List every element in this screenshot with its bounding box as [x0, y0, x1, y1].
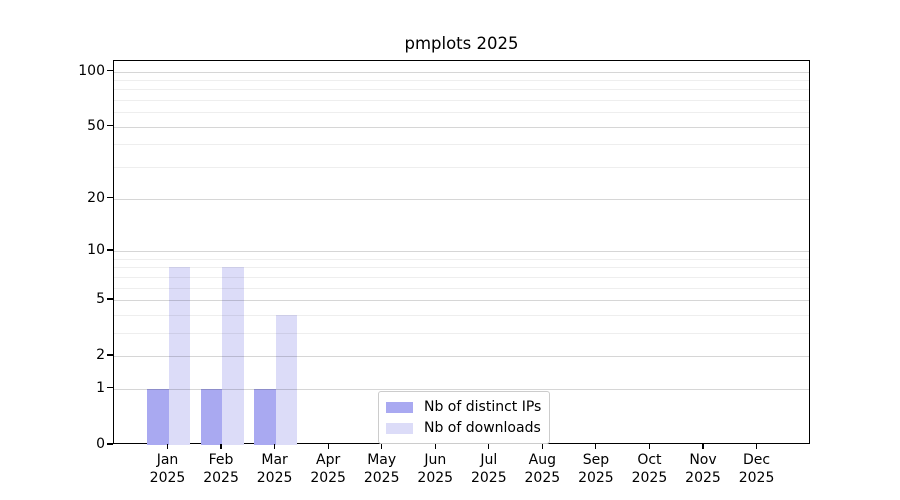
x-tick-label: Feb 2025 — [189, 451, 253, 487]
x-tick-month: Feb — [208, 452, 234, 468]
x-tick-label: Jan 2025 — [136, 451, 200, 487]
x-tick-mark — [434, 444, 436, 449]
legend-swatch-distinct-ips — [386, 401, 413, 413]
x-tick-label: Apr 2025 — [296, 451, 360, 487]
y-tick-mark — [107, 443, 113, 445]
x-tick-year: 2025 — [256, 470, 293, 486]
y-tick-label: 100 — [78, 62, 105, 79]
major-gridline — [114, 250, 809, 252]
bar — [222, 267, 244, 445]
legend-label: Nb of downloads — [424, 420, 541, 436]
minor-gridline — [114, 267, 809, 269]
legend-label: Nb of distinct IPs — [424, 399, 542, 415]
bar — [147, 388, 169, 445]
minor-gridline — [114, 314, 809, 316]
x-tick-mark — [595, 444, 597, 449]
x-tick-month: Jul — [480, 452, 498, 468]
x-tick-label: Mar 2025 — [243, 451, 307, 487]
x-tick-year: 2025 — [203, 470, 239, 486]
x-tick-mark — [755, 444, 758, 449]
minor-gridline — [114, 89, 809, 91]
x-tick-mark — [220, 444, 222, 449]
y-tick-label: 20 — [87, 189, 105, 206]
x-tick-mark — [166, 444, 169, 449]
y-tick-label: 10 — [87, 241, 105, 258]
major-gridline — [114, 299, 809, 301]
x-tick-year: 2025 — [738, 470, 775, 486]
x-tick-month: Dec — [743, 452, 771, 468]
y-tick-mark — [107, 125, 113, 127]
bar — [275, 314, 298, 445]
x-tick-month: Mar — [261, 452, 288, 468]
x-tick-mark — [381, 444, 383, 449]
major-gridline — [114, 126, 809, 128]
major-gridline — [114, 71, 809, 73]
x-tick-month: Apr — [316, 452, 341, 468]
x-tick-month: May — [367, 452, 397, 468]
x-tick-mark — [327, 444, 329, 449]
x-tick-label: Jul 2025 — [457, 451, 521, 487]
x-tick-month: Jun — [424, 452, 447, 468]
y-tick-mark — [107, 387, 113, 389]
x-tick-year: 2025 — [685, 470, 721, 486]
minor-gridline — [114, 79, 809, 81]
x-tick-mark — [274, 444, 276, 449]
minor-gridline — [114, 287, 809, 289]
x-tick-mark — [541, 444, 543, 449]
minor-gridline — [114, 258, 809, 260]
x-tick-label: Nov 2025 — [671, 451, 735, 487]
legend-swatch-downloads — [386, 422, 413, 434]
y-tick-label: 5 — [96, 290, 105, 307]
x-tick-year: 2025 — [363, 470, 400, 486]
y-tick-mark — [107, 298, 113, 300]
minor-gridline — [114, 276, 809, 278]
bar — [168, 267, 190, 445]
x-tick-year: 2025 — [149, 470, 186, 486]
x-tick-year: 2025 — [310, 470, 346, 486]
legend-item-distinct-ips: Nb of distinct IPs — [386, 397, 541, 417]
x-tick-label: Aug 2025 — [510, 451, 574, 487]
x-tick-year: 2025 — [524, 470, 561, 486]
minor-gridline — [114, 100, 809, 102]
x-tick-mark — [702, 444, 704, 449]
x-tick-month: Sep — [582, 452, 610, 468]
x-tick-label: Jun 2025 — [403, 451, 467, 487]
x-tick-year: 2025 — [578, 470, 614, 486]
y-tick-label: 2 — [96, 347, 105, 364]
x-tick-month: Nov — [689, 452, 717, 468]
major-gridline — [114, 356, 809, 358]
x-tick-month: Jan — [156, 452, 179, 468]
x-tick-label: Sep 2025 — [564, 451, 628, 487]
x-tick-year: 2025 — [631, 470, 668, 486]
y-tick-label: 1 — [96, 379, 105, 396]
y-tick-mark — [107, 69, 113, 72]
minor-gridline — [114, 144, 809, 146]
legend: Nb of distinct IPs Nb of downloads — [378, 391, 551, 444]
y-tick-mark — [107, 197, 113, 199]
y-tick-label: 50 — [87, 117, 105, 134]
x-tick-year: 2025 — [417, 470, 454, 486]
y-tick-mark — [107, 249, 113, 251]
bar — [200, 388, 223, 445]
x-tick-month: Oct — [637, 452, 662, 468]
y-tick-mark — [107, 354, 113, 356]
y-tick-label: 0 — [96, 436, 105, 452]
legend-item-downloads: Nb of downloads — [386, 418, 541, 438]
minor-gridline — [114, 167, 809, 169]
major-gridline — [114, 198, 809, 200]
x-tick-label: Oct 2025 — [617, 451, 681, 487]
x-tick-label: May 2025 — [350, 451, 414, 487]
x-tick-mark — [488, 444, 490, 449]
chart-title: pmplots 2025 — [404, 34, 519, 53]
x-tick-month: Aug — [528, 452, 557, 468]
minor-gridline — [114, 112, 809, 114]
minor-gridline — [114, 332, 809, 334]
x-tick-mark — [648, 444, 651, 449]
bar — [254, 388, 276, 445]
major-gridline — [114, 388, 809, 390]
x-tick-label: Dec 2025 — [725, 451, 789, 487]
x-tick-year: 2025 — [470, 470, 507, 486]
plot-area — [113, 60, 810, 445]
